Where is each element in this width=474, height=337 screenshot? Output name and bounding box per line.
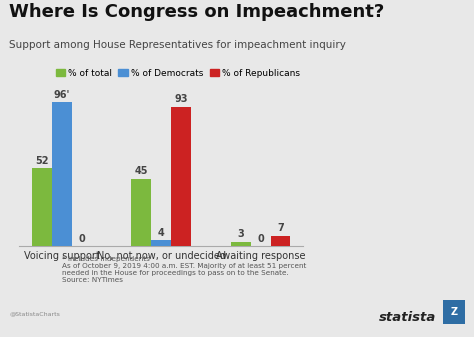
Text: 7: 7 [277,223,284,233]
Text: 93: 93 [174,94,188,104]
Bar [231,242,251,246]
Bar [151,240,171,246]
Text: 0: 0 [78,234,85,244]
Text: Z: Z [450,307,457,317]
Text: 0: 0 [257,234,264,244]
Bar [131,179,151,246]
Text: Support among House Representatives for impeachment inquiry: Support among House Representatives for … [9,40,346,51]
Text: statista: statista [379,310,437,324]
Text: * Includes Independents
As of October 9, 2019 4:00 a.m. EST. Majority of at leas: * Includes Independents As of October 9,… [62,256,306,283]
Text: 96': 96' [54,90,70,100]
Bar [32,168,52,246]
Text: 3: 3 [237,229,244,239]
Legend: % of total, % of Democrats, % of Republicans: % of total, % of Democrats, % of Republi… [52,65,304,82]
Text: Where Is Congress on Impeachment?: Where Is Congress on Impeachment? [9,3,385,21]
Bar [52,102,72,246]
Bar [171,107,191,246]
Text: 4: 4 [158,228,164,238]
Text: 45: 45 [135,166,148,176]
Text: @StatistaCharts: @StatistaCharts [9,312,60,317]
Bar [271,236,291,246]
Text: 52: 52 [35,156,48,166]
